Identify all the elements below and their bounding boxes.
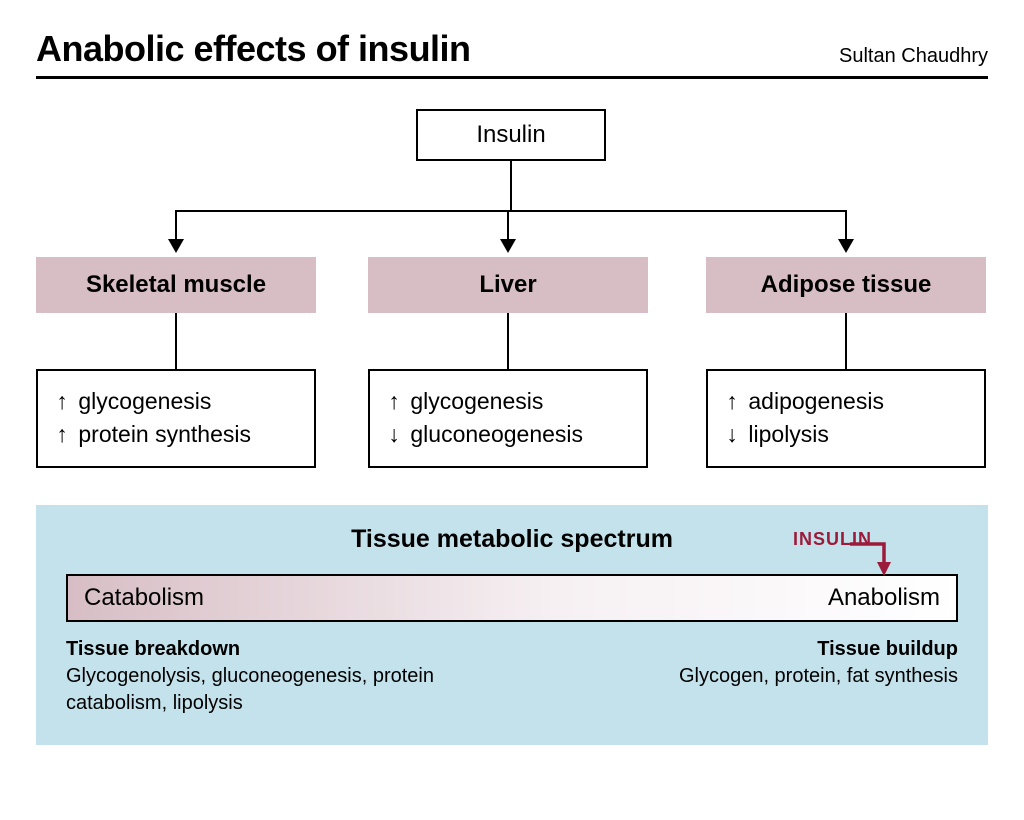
anabolism-desc-head: Tissue buildup: [679, 636, 958, 663]
effects-1: ↑ glycogenesis↓ gluconeogenesis: [368, 369, 648, 468]
arrowhead-col-0: [168, 239, 184, 253]
effect-1-1: ↓ gluconeogenesis: [384, 418, 632, 451]
up-arrow-icon: ↑: [52, 385, 72, 418]
tissue-1: Liver: [368, 257, 648, 313]
spectrum-panel: Tissue metabolic spectrum INSULIN Catabo…: [36, 505, 988, 745]
insulin-pointer-arrow: [848, 540, 908, 580]
effect-text: lipolysis: [742, 421, 829, 447]
spectrum-bar-wrap: Catabolism Anabolism: [66, 574, 958, 622]
connector-tissue-effect-2: [845, 313, 847, 369]
tissue-2: Adipose tissue: [706, 257, 986, 313]
effect-1-0: ↑ glycogenesis: [384, 385, 632, 418]
effect-text: protein synthesis: [72, 421, 251, 447]
connector-col-1: [507, 211, 509, 241]
page-title: Anabolic effects of insulin: [36, 28, 471, 70]
author-credit: Sultan Chaudhry: [839, 45, 988, 70]
effects-2: ↑ adipogenesis↓ lipolysis: [706, 369, 986, 468]
spectrum-bar: Catabolism Anabolism: [66, 574, 958, 622]
up-arrow-icon: ↑: [52, 418, 72, 451]
anabolism-description: Tissue buildup Glycogen, protein, fat sy…: [679, 636, 958, 717]
catabolism-desc-body: Glycogenolysis, gluconeogenesis, protein…: [66, 663, 530, 717]
effect-2-0: ↑ adipogenesis: [722, 385, 970, 418]
catabolism-desc-head: Tissue breakdown: [66, 636, 530, 663]
tissue-0: Skeletal muscle: [36, 257, 316, 313]
header: Anabolic effects of insulin Sultan Chaud…: [36, 28, 988, 79]
down-arrow-icon: ↓: [384, 418, 404, 451]
effects-0: ↑ glycogenesis↑ protein synthesis: [36, 369, 316, 468]
connector-horizontal: [175, 210, 847, 212]
spectrum-descriptions: Tissue breakdown Glycogenolysis, glucone…: [66, 636, 958, 717]
effect-0-0: ↑ glycogenesis: [52, 385, 300, 418]
effect-text: glycogenesis: [404, 388, 543, 414]
arrowhead-col-1: [500, 239, 516, 253]
connector-col-0: [175, 211, 177, 241]
up-arrow-icon: ↑: [722, 385, 742, 418]
anabolism-label: Anabolism: [828, 584, 940, 612]
connector-tissue-effect-0: [175, 313, 177, 369]
effect-text: adipogenesis: [742, 388, 884, 414]
arrowhead-col-2: [838, 239, 854, 253]
connector-tissue-effect-1: [507, 313, 509, 369]
effect-0-1: ↑ protein synthesis: [52, 418, 300, 451]
anabolism-desc-body: Glycogen, protein, fat synthesis: [679, 663, 958, 690]
spectrum-title-row: Tissue metabolic spectrum INSULIN: [66, 525, 958, 554]
spectrum-title: Tissue metabolic spectrum: [351, 525, 673, 553]
down-arrow-icon: ↓: [722, 418, 742, 451]
catabolism-description: Tissue breakdown Glycogenolysis, glucone…: [66, 636, 530, 717]
effect-text: glycogenesis: [72, 388, 211, 414]
connector-root-vertical: [510, 161, 512, 211]
insulin-tree-diagram: InsulinSkeletal muscle↑ glycogenesis↑ pr…: [36, 109, 988, 489]
effect-2-1: ↓ lipolysis: [722, 418, 970, 451]
connector-col-2: [845, 211, 847, 241]
root-node: Insulin: [416, 109, 606, 161]
up-arrow-icon: ↑: [384, 385, 404, 418]
effect-text: gluconeogenesis: [404, 421, 583, 447]
catabolism-label: Catabolism: [84, 584, 204, 612]
